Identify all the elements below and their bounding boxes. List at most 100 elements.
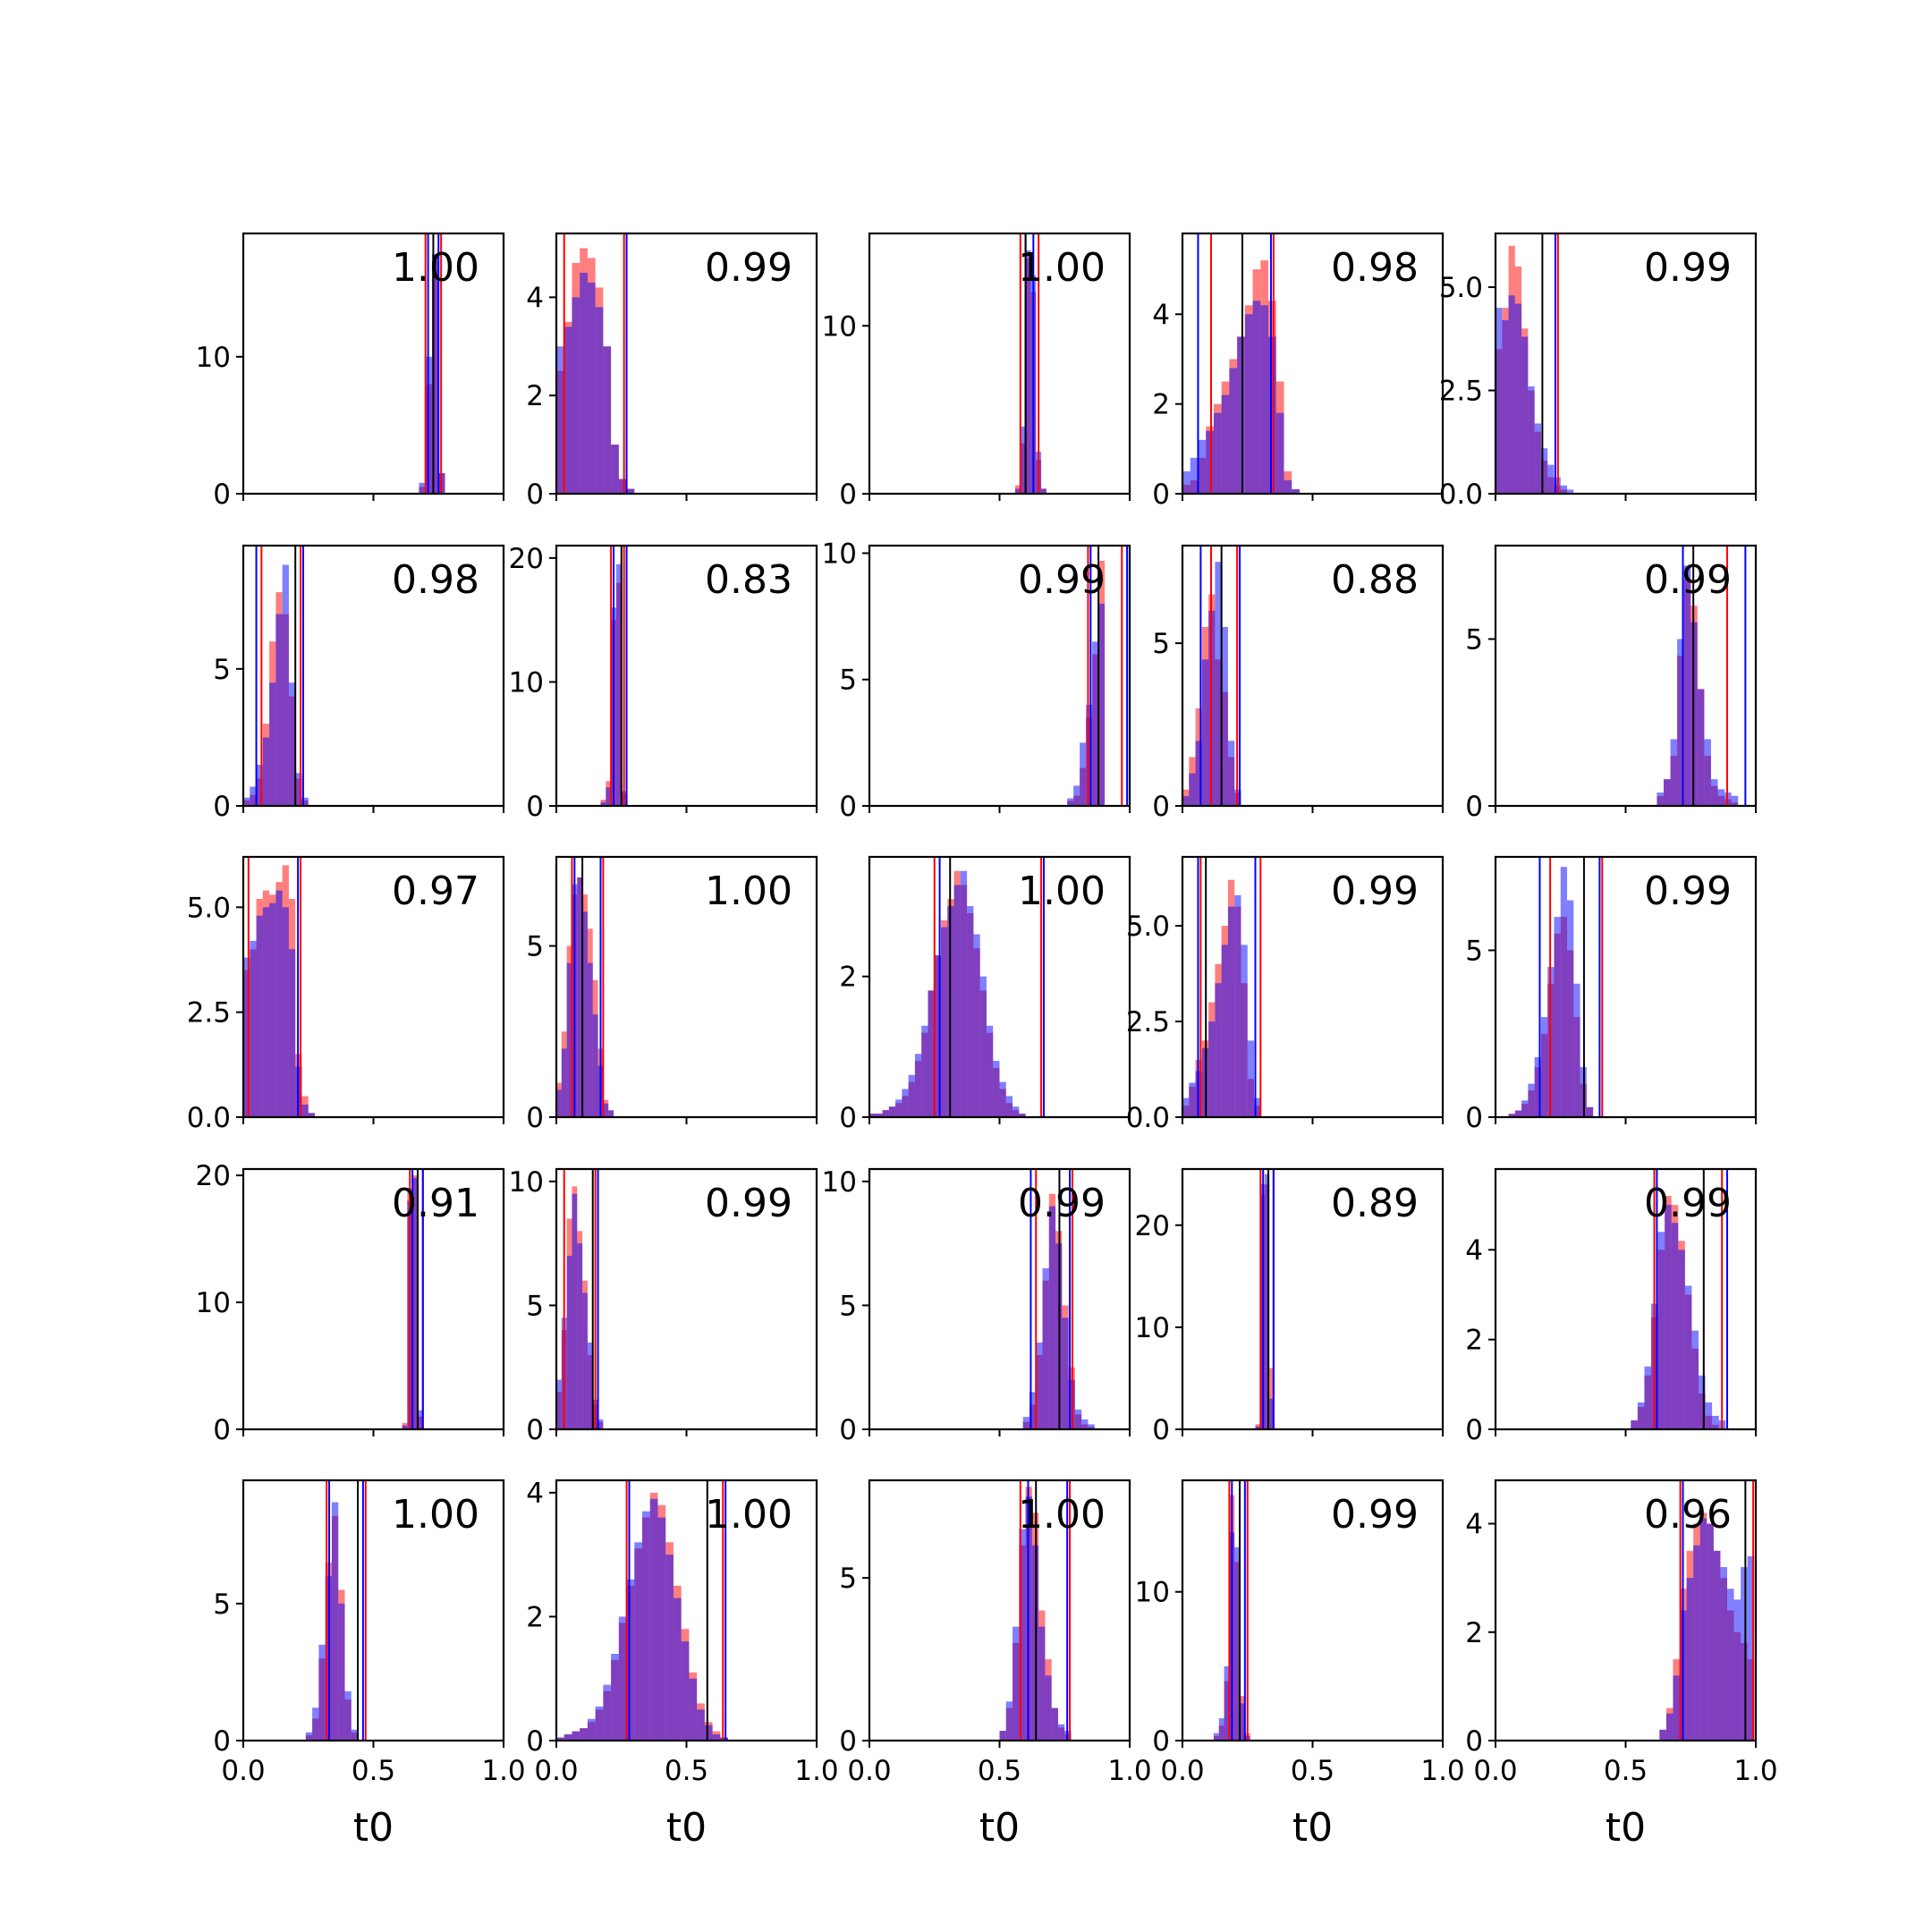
plot-area bbox=[402, 1169, 424, 1429]
posterior-bar bbox=[1074, 1409, 1082, 1429]
y-tick-label: 20 bbox=[509, 543, 544, 575]
posterior-bar bbox=[1292, 488, 1300, 494]
posterior-bar bbox=[1195, 741, 1202, 806]
y-tick-label: 0 bbox=[1152, 1414, 1170, 1446]
posterior-bar bbox=[882, 1110, 889, 1117]
posterior-bar bbox=[566, 962, 572, 1117]
posterior-bar bbox=[262, 737, 270, 806]
x-tick-label: 0.5 bbox=[978, 1755, 1021, 1787]
y-tick-label: 5.0 bbox=[1126, 911, 1170, 943]
y-tick-label: 5 bbox=[1465, 623, 1483, 656]
plot-area bbox=[1496, 233, 1574, 494]
subplot-13: 021.00 bbox=[839, 855, 1131, 1134]
posterior-bar bbox=[417, 1410, 423, 1429]
x-axis-label: t0 bbox=[666, 1805, 707, 1851]
subplot-24: 0 10 0.0 0.5 1.0 0.99 t0 bbox=[1135, 1479, 1465, 1851]
subplot-14: 0.0 2.5 5.0 0.99 bbox=[1126, 855, 1445, 1134]
posterior-bar bbox=[1042, 1267, 1049, 1429]
posterior-bar bbox=[561, 1048, 567, 1117]
posterior-bar bbox=[921, 1025, 928, 1117]
plot-area bbox=[556, 1169, 604, 1429]
posterior-bar bbox=[572, 1193, 578, 1429]
subplot-annotation: 0.83 bbox=[705, 557, 792, 603]
subplot-annotation: 1.00 bbox=[392, 245, 479, 291]
posterior-bar bbox=[556, 346, 564, 494]
posterior-bar bbox=[288, 949, 296, 1117]
posterior-bar bbox=[1670, 739, 1678, 806]
posterior-bar bbox=[1733, 1599, 1741, 1741]
plot-area bbox=[556, 857, 614, 1117]
posterior-bar bbox=[1691, 1330, 1699, 1429]
subplot-annotation: 1.00 bbox=[705, 1492, 792, 1538]
posterior-bar bbox=[1560, 485, 1568, 494]
posterior-bar bbox=[1540, 1017, 1548, 1117]
y-tick-label: 0 bbox=[839, 479, 857, 511]
posterior-bar bbox=[1731, 795, 1739, 806]
posterior-bar bbox=[1705, 1402, 1713, 1429]
plot-area bbox=[869, 857, 1045, 1117]
posterior-bar bbox=[1206, 430, 1214, 494]
posterior-bar bbox=[1684, 1285, 1692, 1429]
posterior-bar bbox=[1264, 1174, 1270, 1429]
posterior-bar bbox=[1521, 336, 1529, 494]
plot-area bbox=[1255, 1169, 1275, 1429]
y-tick-label: 5 bbox=[839, 1563, 857, 1595]
posterior-bar bbox=[564, 1734, 572, 1741]
y-tick-label: 0 bbox=[213, 791, 231, 823]
y-tick-label: 4 bbox=[526, 1478, 544, 1510]
y-tick-label: 0 bbox=[526, 1725, 544, 1758]
posterior-bar bbox=[412, 1177, 418, 1429]
plot-area bbox=[1014, 233, 1046, 494]
x-tick-label: 0.5 bbox=[1291, 1755, 1335, 1787]
posterior-bar bbox=[243, 797, 250, 806]
posterior-bar bbox=[1234, 1546, 1241, 1741]
subplot-3: 0 10 1.00 bbox=[822, 232, 1131, 511]
y-tick-label: 5.0 bbox=[1439, 272, 1483, 304]
posterior-bar bbox=[1554, 917, 1561, 1117]
posterior-bar bbox=[1502, 320, 1509, 494]
posterior-bar bbox=[1712, 1415, 1719, 1429]
y-tick-label: 0 bbox=[839, 1414, 857, 1446]
posterior-bar bbox=[1036, 1343, 1043, 1429]
posterior-bar bbox=[649, 1498, 658, 1741]
subplot-8: 0 5 10 0.99 bbox=[822, 538, 1131, 823]
posterior-bar bbox=[1514, 303, 1522, 494]
x-tick-label: 1.0 bbox=[1420, 1755, 1464, 1787]
posterior-bar bbox=[1567, 900, 1574, 1117]
posterior-bar bbox=[1741, 1567, 1748, 1741]
subplot-5: 0.0 2.5 5.0 0.99 bbox=[1439, 232, 1758, 511]
posterior-bar bbox=[582, 911, 588, 1117]
posterior-bar bbox=[1683, 565, 1691, 806]
posterior-bar bbox=[1067, 798, 1074, 806]
posterior-bar bbox=[1637, 1402, 1645, 1429]
posterior-bar bbox=[967, 906, 974, 1117]
posterior-bar bbox=[1221, 626, 1228, 806]
y-tick-label: 0.0 bbox=[1439, 479, 1483, 511]
posterior-bar bbox=[1720, 1567, 1727, 1741]
posterior-bar bbox=[1252, 301, 1261, 494]
posterior-bar bbox=[301, 1104, 309, 1117]
posterior-bar bbox=[1051, 1707, 1058, 1741]
posterior-bar bbox=[1528, 386, 1535, 494]
posterior-bar bbox=[1019, 1529, 1026, 1741]
posterior-bar bbox=[275, 614, 283, 806]
posterior-bar bbox=[657, 1517, 666, 1741]
posterior-bar bbox=[1029, 1392, 1037, 1429]
posterior-bar bbox=[1697, 689, 1705, 806]
posterior-bar bbox=[1534, 423, 1541, 494]
posterior-bar bbox=[1713, 1550, 1721, 1741]
posterior-bar bbox=[1693, 1545, 1700, 1741]
posterior-bar bbox=[1269, 1398, 1275, 1429]
subplot-annotation: 1.00 bbox=[392, 1492, 479, 1538]
subplot-4: 0 2 4 0.98 bbox=[1152, 232, 1445, 511]
posterior-bar bbox=[1247, 1040, 1255, 1117]
y-tick-label: 2.5 bbox=[1439, 376, 1483, 408]
posterior-bar bbox=[1244, 314, 1253, 494]
subplot-annotation: 0.99 bbox=[1018, 557, 1106, 603]
posterior-bar bbox=[1221, 394, 1230, 494]
plot-area bbox=[1022, 1169, 1095, 1429]
subplot-annotation: 1.00 bbox=[1018, 869, 1106, 914]
y-tick-label: 5.0 bbox=[187, 892, 231, 924]
posterior-bar bbox=[1726, 1589, 1734, 1741]
posterior-bar bbox=[1508, 1114, 1515, 1117]
